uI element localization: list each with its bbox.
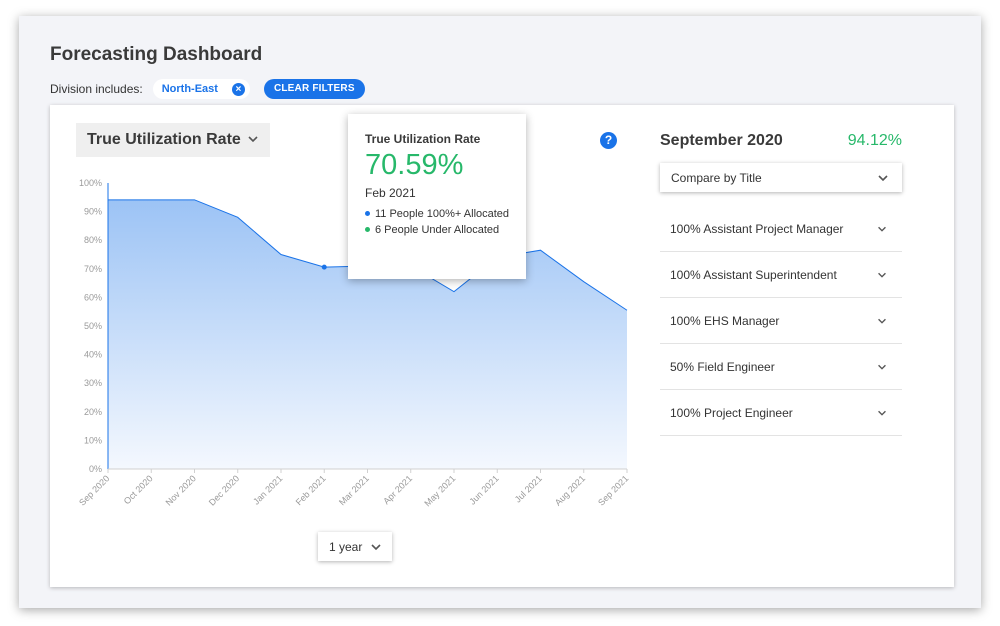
y-tick-label: 90%: [84, 207, 102, 217]
chart-tooltip: True Utilization Rate 70.59% Feb 2021 11…: [348, 114, 526, 279]
chevron-down-icon: [878, 410, 886, 416]
x-tick-label: Dec 2020: [207, 473, 241, 507]
filter-chip-north-east[interactable]: North-East ×: [152, 79, 250, 99]
y-tick-label: 60%: [84, 292, 102, 302]
x-tick-label: Feb 2021: [294, 473, 328, 507]
metric-select[interactable]: True Utilization Rate: [76, 123, 270, 157]
x-tick-label: Sep 2020: [77, 473, 111, 507]
x-tick-label: Jun 2021: [467, 473, 500, 506]
role-item-label: 50% Field Engineer: [670, 359, 775, 374]
tooltip-value: 70.59%: [365, 149, 464, 181]
chevron-down-icon: [371, 544, 381, 551]
x-tick-label: Nov 2020: [164, 473, 198, 507]
side-panel-rate: 94.12%: [847, 132, 902, 149]
role-item[interactable]: 100% Assistant Project Manager: [660, 206, 902, 252]
y-tick-label: 10%: [84, 435, 102, 445]
x-tick-label: Jan 2021: [251, 473, 284, 506]
tooltip-item-allocated: 11 People 100%+ Allocated: [365, 206, 510, 222]
compare-by-select[interactable]: Compare by Title: [660, 163, 902, 192]
filter-row: Division includes: North-East × CLEAR FI…: [50, 79, 365, 99]
y-tick-label: 100%: [79, 178, 102, 188]
range-select[interactable]: 1 year: [318, 532, 392, 561]
y-tick-label: 20%: [84, 407, 102, 417]
chevron-down-icon: [878, 175, 888, 182]
filter-label: Division includes:: [50, 82, 143, 96]
y-tick-label: 40%: [84, 350, 102, 360]
clear-filters-button[interactable]: CLEAR FILTERS: [263, 79, 365, 99]
range-select-label: 1 year: [329, 539, 363, 554]
role-item[interactable]: 100% EHS Manager: [660, 298, 902, 344]
tooltip-item-text: 11 People 100%+ Allocated: [375, 208, 510, 220]
role-item[interactable]: 100% Project Engineer: [660, 390, 902, 436]
chevron-down-icon: [878, 364, 886, 370]
chevron-down-icon: [878, 226, 886, 232]
chevron-down-icon: [878, 318, 886, 324]
tooltip-title: True Utilization Rate: [365, 132, 481, 146]
role-item-label: 100% Project Engineer: [670, 405, 793, 420]
x-tick-label: Apr 2021: [381, 473, 414, 506]
role-item[interactable]: 50% Field Engineer: [660, 344, 902, 390]
role-item-label: 100% Assistant Superintendent: [670, 267, 837, 282]
chevron-down-icon: [248, 136, 258, 143]
y-tick-label: 30%: [84, 378, 102, 388]
role-list: 100% Assistant Project Manager 100% Assi…: [660, 206, 902, 436]
y-tick-label: 80%: [84, 235, 102, 245]
metric-select-label: True Utilization Rate: [87, 131, 241, 148]
tooltip-item-text: 6 People Under Allocated: [375, 224, 500, 236]
app-frame: Forecasting Dashboard Division includes:…: [19, 16, 981, 608]
y-tick-label: 70%: [84, 264, 102, 274]
x-tick-label: Aug 2021: [553, 473, 587, 507]
x-tick-label: May 2021: [422, 473, 457, 508]
page-title: Forecasting Dashboard: [50, 44, 263, 65]
close-icon[interactable]: ×: [231, 82, 245, 96]
x-tick-label: Jul 2021: [513, 473, 544, 504]
tooltip-date: Feb 2021: [365, 186, 416, 200]
y-tick-label: 50%: [84, 321, 102, 331]
highlighted-data-point[interactable]: [321, 264, 327, 270]
tooltip-item-under-allocated: 6 People Under Allocated: [365, 222, 510, 238]
compare-select-label: Compare by Title: [671, 170, 762, 185]
role-item-label: 100% EHS Manager: [670, 313, 780, 328]
chevron-down-icon: [878, 272, 886, 278]
y-tick-label: 0%: [89, 464, 102, 474]
side-panel-month: September 2020: [660, 132, 783, 149]
role-item-label: 100% Assistant Project Manager: [670, 221, 844, 236]
legend-dot-icon: [365, 226, 370, 232]
x-tick-label: Oct 2020: [122, 473, 155, 506]
role-item[interactable]: 100% Assistant Superintendent: [660, 252, 902, 298]
x-tick-label: Mar 2021: [337, 473, 371, 507]
legend-dot-icon: [365, 210, 370, 216]
filter-chip-label: North-East: [161, 83, 218, 95]
help-icon[interactable]: ?: [600, 132, 617, 149]
x-tick-label: Sep 2021: [596, 473, 630, 507]
